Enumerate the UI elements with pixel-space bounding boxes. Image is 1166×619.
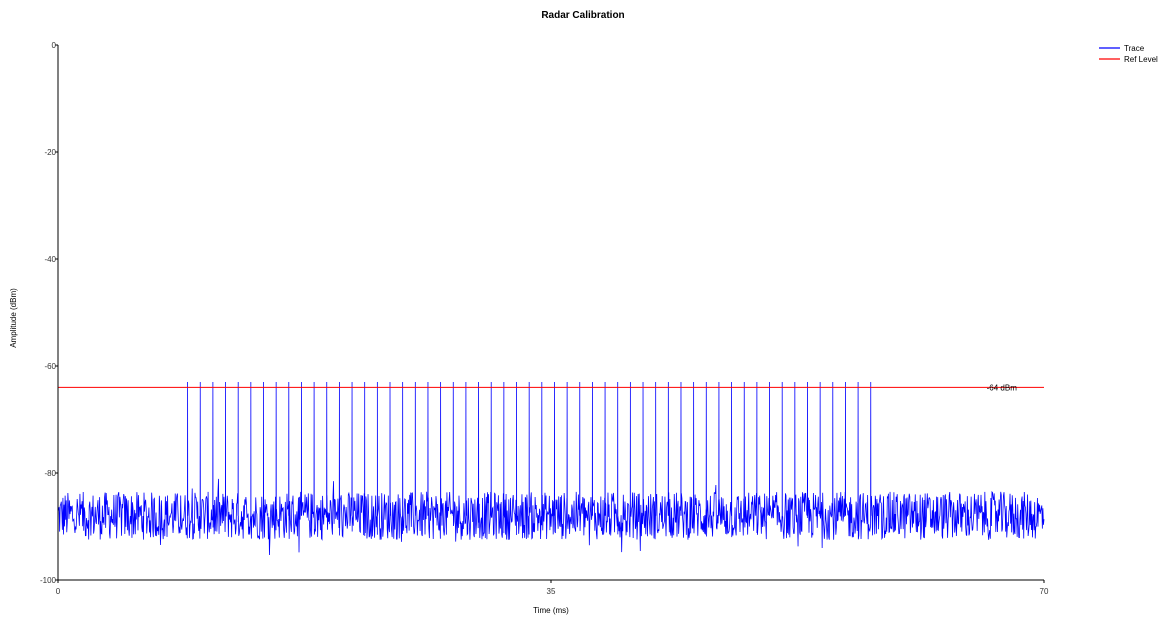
y-tick-label: 0 [52,41,57,50]
legend: Trace Ref Level [1099,44,1158,64]
chart-title: Radar Calibration [541,10,624,21]
y-tick-label: -40 [44,255,56,264]
y-tick-label: -100 [40,576,57,585]
x-axis-label: Time (ms) [533,606,569,615]
y-ticks: 0 -20 -40 -60 -80 -100 [40,41,58,585]
y-axis-label: Amplitude (dBm) [9,288,18,348]
x-tick-label: 0 [56,587,61,596]
y-tick-label: -60 [44,362,56,371]
legend-label-ref-level: Ref Level [1124,55,1158,64]
x-tick-label: 35 [547,587,556,596]
y-tick-label: -20 [44,148,56,157]
x-tick-label: 70 [1040,587,1049,596]
legend-label-trace: Trace [1124,44,1145,53]
plot-area [57,382,1045,555]
ref-level-annotation: -64 dBm [987,383,1018,392]
trace-series-line [57,382,1045,555]
y-tick-label: -80 [44,469,56,478]
x-ticks: 0 35 70 [56,580,1049,596]
